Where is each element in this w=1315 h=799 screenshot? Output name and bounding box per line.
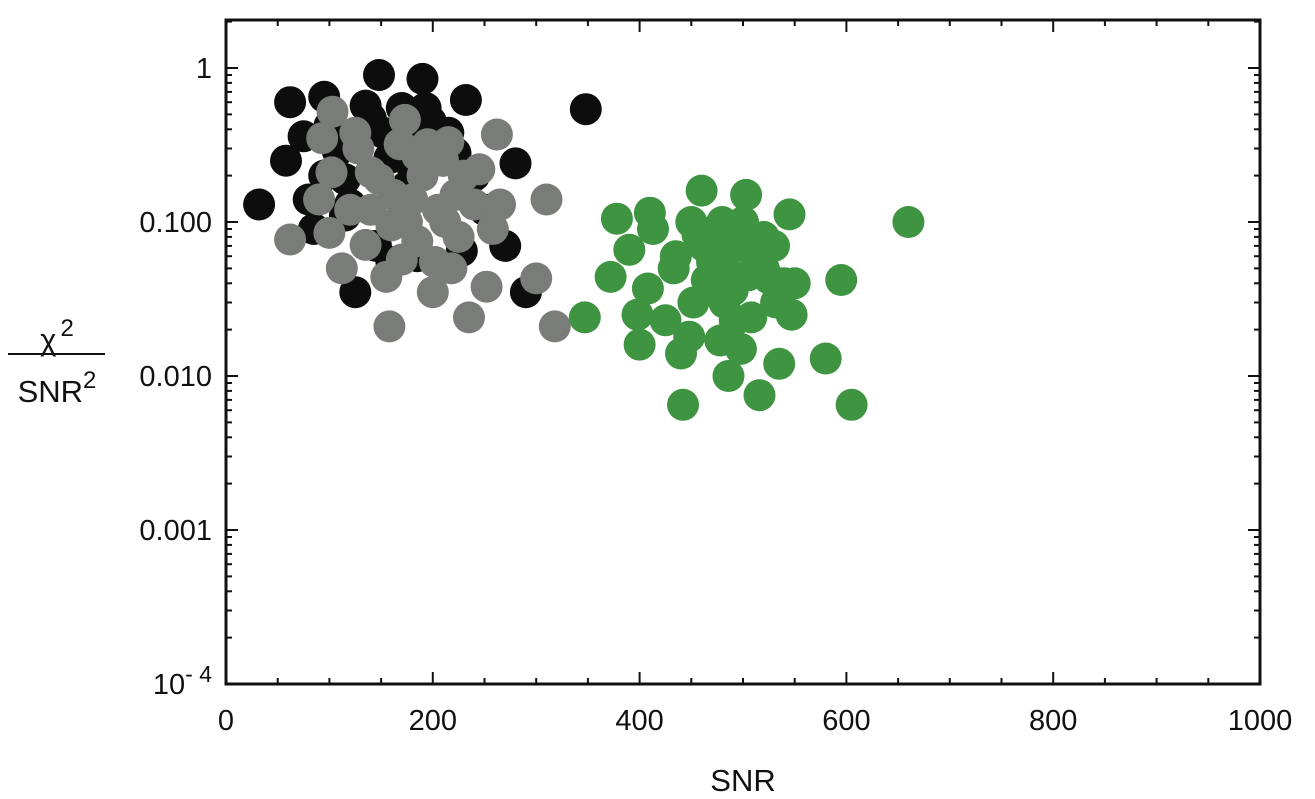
data-point	[476, 213, 509, 245]
data-point	[313, 216, 346, 249]
data-point	[667, 388, 699, 421]
y-label-numerator: χ	[40, 322, 56, 357]
data-point	[623, 328, 656, 361]
data-point	[303, 183, 336, 216]
data-point	[458, 188, 491, 221]
data-point	[892, 206, 925, 238]
data-point	[724, 332, 757, 365]
axis-ticks	[225, 20, 1261, 685]
data-point	[763, 347, 796, 380]
data-point	[735, 301, 768, 334]
data-point	[637, 213, 669, 245]
data-point	[396, 183, 429, 216]
data-point	[274, 223, 307, 256]
data-point	[621, 298, 654, 331]
data-point	[778, 267, 811, 300]
data-point	[363, 59, 395, 91]
data-point	[743, 379, 776, 412]
data-point	[354, 156, 387, 189]
data-point	[388, 103, 421, 136]
data-point	[375, 209, 408, 242]
data-point	[432, 126, 465, 159]
data-point	[631, 272, 664, 305]
y-tick-label: 1	[196, 53, 212, 85]
data-points	[243, 59, 925, 421]
data-point	[499, 147, 532, 180]
data-point	[416, 276, 449, 309]
data-point	[339, 276, 372, 309]
data-point	[342, 132, 375, 165]
y-tick-label: 0.010	[139, 361, 212, 393]
y-label-numerator-sup: 2	[60, 315, 73, 342]
data-point	[520, 262, 553, 295]
data-point	[435, 252, 468, 285]
tick-labels: 0 200 400 600 800 1000 1 0.100 0.010 0.001 10- 4	[139, 53, 1292, 737]
x-tick-label: 400	[615, 705, 663, 737]
data-point	[538, 310, 571, 343]
data-point	[681, 218, 714, 251]
data-point	[530, 183, 563, 216]
data-point	[315, 156, 348, 189]
data-point	[773, 198, 806, 231]
x-tick-label: 800	[1029, 705, 1077, 737]
data-point	[270, 144, 302, 177]
data-point	[243, 188, 276, 221]
data-point	[613, 233, 646, 266]
data-point	[373, 310, 406, 343]
data-point	[406, 62, 439, 95]
data-point	[463, 153, 496, 186]
data-point	[568, 301, 601, 334]
y-label-denominator-sup: 2	[83, 367, 96, 394]
svg-text:SNR2: SNR2	[18, 367, 97, 409]
data-point	[484, 188, 516, 221]
data-point	[649, 304, 682, 337]
data-point	[825, 264, 858, 296]
data-point	[747, 220, 780, 253]
data-point	[809, 342, 842, 375]
data-point	[274, 86, 307, 119]
data-point	[600, 202, 633, 235]
data-point	[835, 388, 868, 421]
y-tick-label: 0.100	[139, 207, 212, 239]
data-point	[316, 95, 349, 128]
data-point	[685, 174, 718, 207]
data-point	[449, 84, 482, 116]
x-tick-label: 1000	[1228, 705, 1293, 737]
data-point	[401, 225, 434, 258]
data-point	[673, 320, 706, 353]
data-point	[470, 270, 503, 303]
x-tick-label: 200	[409, 705, 457, 737]
y-tick-label: 0.001	[139, 515, 212, 547]
data-point	[712, 360, 745, 392]
data-point	[594, 260, 627, 293]
data-point	[480, 118, 513, 151]
y-label-denominator: SNR	[18, 374, 83, 409]
data-point	[659, 240, 692, 273]
data-point	[349, 228, 382, 261]
data-point	[325, 252, 358, 285]
x-tick-label: 0	[218, 705, 234, 737]
data-point	[442, 220, 475, 253]
y-tick-label: 10- 4	[153, 661, 212, 701]
data-point	[306, 122, 339, 155]
x-axis-label: SNR	[710, 763, 775, 798]
svg-text:χ2: χ2	[40, 315, 74, 357]
x-tick-label: 600	[822, 705, 870, 737]
data-point	[730, 178, 763, 211]
data-point	[569, 93, 602, 126]
data-point	[453, 301, 485, 334]
data-point	[775, 298, 808, 331]
